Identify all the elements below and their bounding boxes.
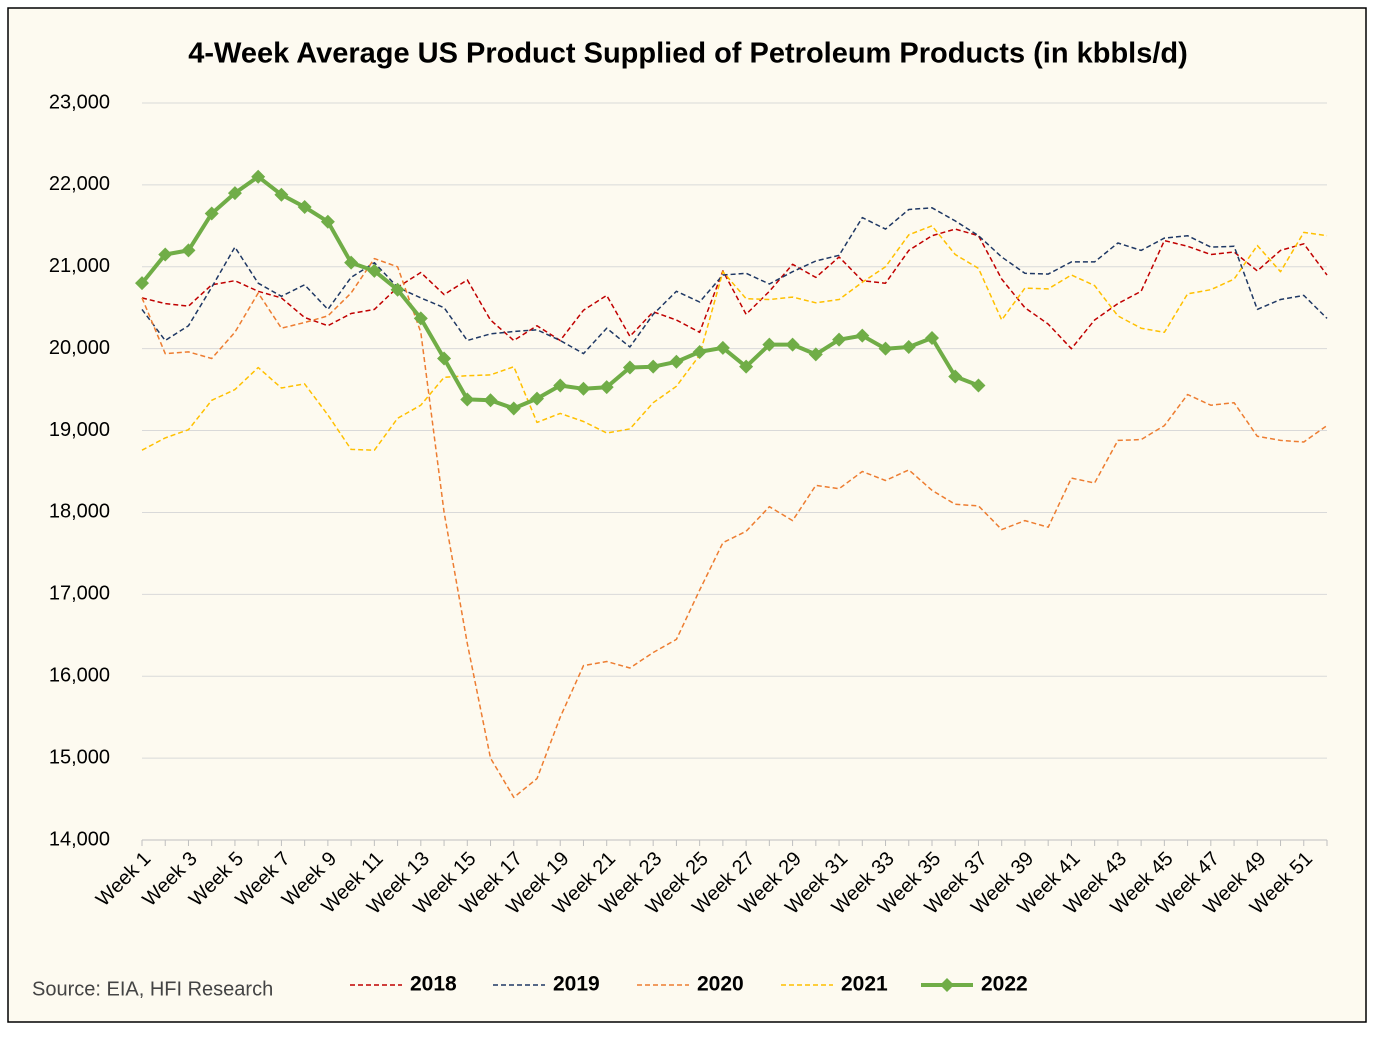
point-marker	[204, 206, 219, 221]
point-marker	[785, 337, 800, 352]
point-marker	[158, 247, 173, 262]
series-line	[141, 228, 1328, 350]
point-marker	[274, 187, 289, 202]
point-marker	[553, 378, 568, 393]
point-marker	[530, 391, 544, 406]
point-marker	[739, 359, 754, 374]
point-marker	[390, 282, 405, 297]
point-marker	[413, 311, 428, 326]
point-marker	[925, 331, 939, 346]
point-marker	[181, 243, 196, 258]
y-tick-label: 19,000	[49, 419, 110, 441]
series-line	[141, 207, 1328, 355]
y-tick-label: 14,000	[49, 828, 110, 850]
point-marker	[832, 332, 847, 347]
legend-label: 2020	[697, 973, 744, 996]
series-line	[141, 225, 1328, 451]
point-marker	[506, 401, 521, 416]
y-tick-label: 23,000	[49, 91, 110, 113]
legend-marker	[940, 978, 954, 992]
legend-label: 2022	[981, 973, 1028, 996]
point-marker	[878, 341, 893, 356]
chart-frame	[7, 7, 1367, 1023]
point-marker	[971, 378, 986, 393]
point-marker	[646, 359, 661, 374]
point-marker	[227, 186, 242, 201]
y-tick-label: 16,000	[49, 665, 110, 687]
point-marker	[344, 255, 359, 270]
point-marker	[762, 337, 777, 352]
y-tick-label: 15,000	[49, 746, 110, 768]
point-marker	[135, 276, 149, 291]
y-tick-label: 17,000	[49, 583, 110, 605]
point-marker	[367, 263, 382, 278]
point-marker	[715, 340, 730, 355]
legend-label: 2018	[410, 973, 457, 996]
point-marker	[692, 344, 707, 359]
source-note: Source: EIA, HFI Research	[32, 978, 273, 1000]
point-marker	[297, 199, 312, 214]
y-tick-label: 20,000	[49, 337, 110, 359]
legend-label: 2021	[841, 973, 888, 996]
y-tick-label: 21,000	[49, 255, 110, 277]
point-marker	[948, 369, 963, 384]
point-marker	[669, 354, 684, 369]
point-marker	[855, 328, 870, 343]
y-tick-label: 18,000	[49, 501, 110, 523]
chart-title: 4-Week Average US Product Supplied of Pe…	[188, 38, 1188, 70]
point-marker	[901, 340, 916, 355]
point-marker	[599, 380, 614, 395]
point-marker	[437, 351, 452, 366]
y-tick-label: 22,000	[49, 173, 110, 195]
point-marker	[460, 392, 475, 407]
point-marker	[808, 347, 823, 362]
point-marker	[483, 393, 498, 408]
point-marker	[251, 169, 266, 184]
legend-label: 2019	[553, 973, 600, 996]
point-marker	[320, 214, 335, 229]
point-marker	[622, 360, 637, 375]
point-marker	[576, 381, 591, 396]
series-line	[141, 257, 1328, 799]
